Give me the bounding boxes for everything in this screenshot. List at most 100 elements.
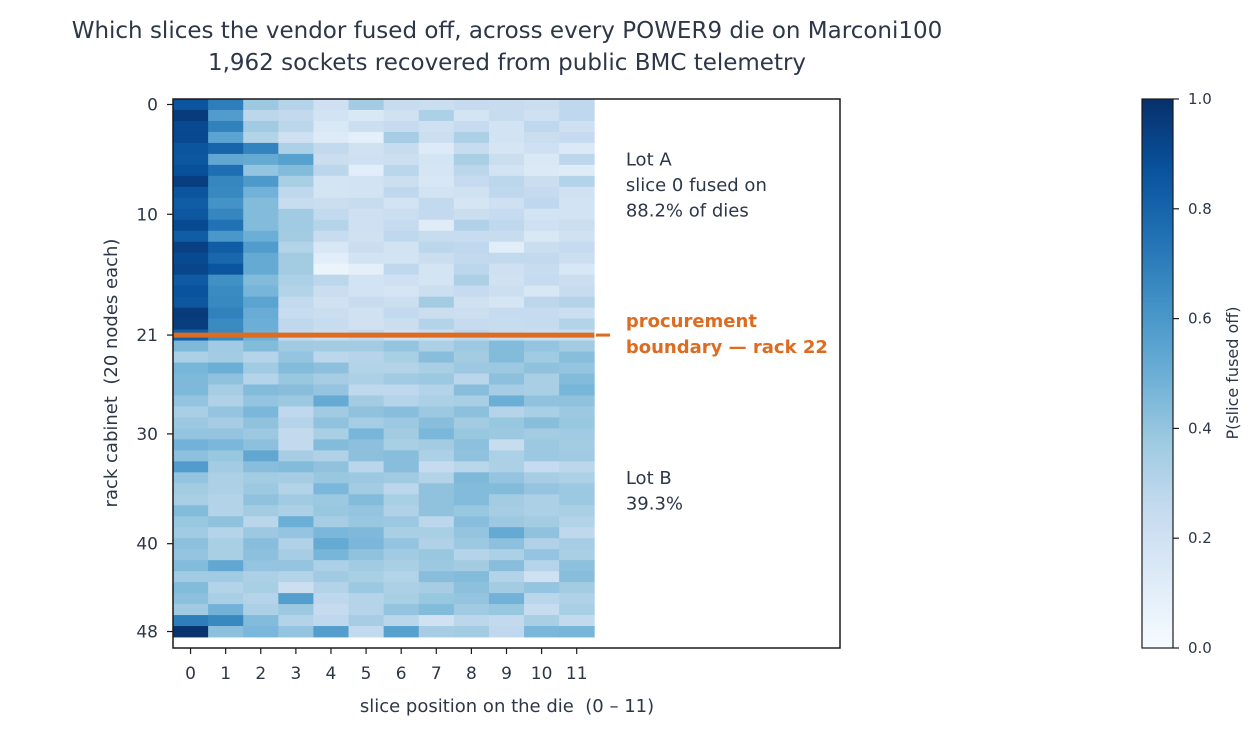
heatmap-cells: [173, 99, 595, 638]
heatmap-cell: [524, 604, 560, 616]
heatmap-cell: [488, 197, 525, 210]
heatmap-cell: [243, 505, 279, 517]
heatmap-cell: [313, 395, 349, 407]
heatmap-cell: [524, 252, 560, 265]
heatmap-cell: [208, 373, 244, 385]
heatmap-cell: [278, 395, 314, 407]
heatmap-cell: [313, 99, 349, 111]
heatmap-cell: [208, 120, 244, 133]
heatmap-cell: [488, 626, 525, 638]
heatmap-cell: [243, 560, 279, 572]
heatmap-cell: [208, 593, 244, 605]
heatmap-cell: [243, 285, 279, 298]
heatmap-cell: [418, 164, 455, 177]
heatmap-cell: [524, 615, 560, 627]
heatmap-cell: [559, 318, 595, 330]
heatmap-cell: [243, 186, 279, 199]
heatmap-cell: [278, 340, 314, 352]
heatmap-cell: [313, 252, 349, 265]
heatmap-cell: [453, 219, 490, 232]
heatmap-cell: [278, 406, 314, 418]
heatmap-cell: [453, 340, 490, 352]
heatmap-cell: [488, 516, 525, 528]
heatmap-cell: [418, 175, 455, 188]
heatmap-cell: [208, 263, 244, 276]
heatmap-cell: [383, 186, 420, 199]
heatmap-cell: [173, 219, 209, 232]
heatmap-cell: [524, 307, 560, 319]
heatmap-cell: [453, 285, 490, 298]
lot-annotations: Lot A slice 0 fused on 88.2% of dies Lot B 3…: [626, 149, 767, 514]
heatmap-cell: [488, 472, 525, 484]
heatmap-cell: [524, 219, 560, 232]
heatmap-cell: [453, 571, 490, 583]
heatmap-cell: [453, 175, 490, 188]
heatmap-cell: [418, 208, 455, 221]
heatmap-cell: [243, 307, 279, 319]
heatmap-cell: [559, 285, 595, 298]
heatmap-cell: [453, 296, 490, 309]
heatmap-cell: [348, 560, 385, 572]
heatmap-cell: [313, 615, 349, 627]
heatmap-cell: [278, 230, 314, 243]
heatmap-cell: [453, 516, 490, 528]
y-tick-label: 30: [136, 425, 158, 445]
heatmap-cell: [453, 483, 490, 495]
heatmap-cell: [208, 549, 244, 561]
heatmap-cell: [243, 340, 279, 352]
heatmap-cell: [348, 461, 385, 473]
heatmap-cell: [243, 175, 279, 188]
heatmap-cell: [559, 351, 595, 363]
heatmap-cell: [488, 120, 525, 133]
heatmap-cell: [278, 582, 314, 594]
heatmap-cell: [348, 549, 385, 561]
heatmap-cell: [383, 549, 420, 561]
heatmap-cell: [208, 516, 244, 528]
heatmap-cell: [278, 538, 314, 550]
heatmap-cell: [208, 307, 244, 319]
heatmap-cell: [383, 351, 420, 363]
heatmap-cell: [348, 208, 385, 221]
heatmap-cell: [243, 241, 279, 254]
heatmap-cell: [488, 428, 525, 440]
heatmap-cell: [313, 384, 349, 396]
heatmap-cell: [524, 582, 560, 594]
heatmap-cell: [173, 109, 209, 122]
heatmap-cell: [559, 560, 595, 572]
heatmap-cell: [208, 483, 244, 495]
heatmap-cell: [348, 109, 385, 122]
heatmap-cell: [278, 593, 314, 605]
heatmap-cell: [348, 296, 385, 309]
heatmap-cell: [348, 318, 385, 330]
heatmap-cell: [173, 208, 209, 221]
heatmap-cell: [524, 593, 560, 605]
heatmap-cell: [173, 461, 209, 473]
heatmap-cell: [243, 549, 279, 561]
heatmap-cell: [313, 604, 349, 616]
annotation-line: Lot A: [626, 149, 673, 170]
heatmap-cell: [418, 318, 455, 330]
heatmap-cell: [173, 197, 209, 210]
heatmap-cell: [173, 274, 209, 287]
heatmap-cell: [383, 461, 420, 473]
heatmap-cell: [488, 373, 525, 385]
heatmap-cell: [173, 252, 209, 265]
heatmap-cell: [278, 516, 314, 528]
heatmap-cell: [418, 252, 455, 265]
colorbar-tick-label: 0.0: [1188, 639, 1212, 657]
heatmap-cell: [173, 175, 209, 188]
heatmap-cell: [524, 164, 560, 177]
heatmap-cell: [278, 571, 314, 583]
heatmap-cell: [453, 461, 490, 473]
y-axis-ticks: 0 10 21 30 40 48: [136, 95, 173, 643]
heatmap-cell: [488, 494, 525, 506]
heatmap-cell: [418, 494, 455, 506]
heatmap-cell: [173, 527, 209, 539]
heatmap-cell: [208, 494, 244, 506]
x-tick-label: 10: [531, 664, 553, 684]
heatmap-cell: [453, 494, 490, 506]
heatmap-cell: [243, 373, 279, 385]
heatmap-cell: [524, 428, 560, 440]
heatmap-cell: [173, 263, 209, 276]
heatmap-cell: [383, 197, 420, 210]
